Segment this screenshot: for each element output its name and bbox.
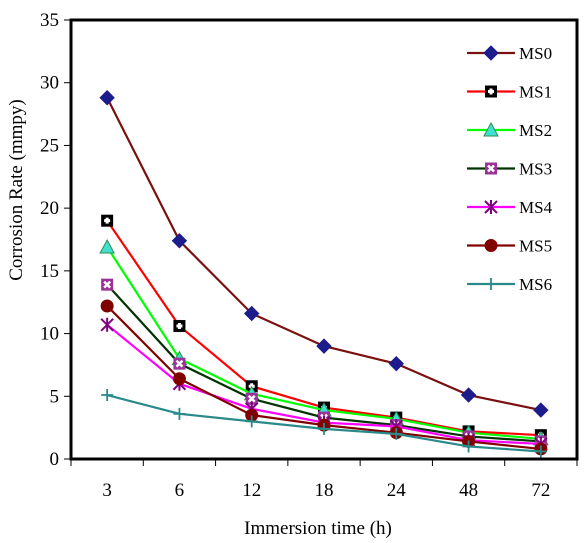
y-tick-label: 25 (40, 135, 59, 156)
legend-marker (483, 121, 499, 137)
data-point (100, 317, 114, 332)
series-ms6 (101, 389, 547, 458)
legend-marker (484, 239, 498, 252)
legend-item-ms2: MS2 (467, 121, 552, 140)
series-ms0 (99, 90, 549, 418)
data-point (100, 299, 114, 313)
data-point (244, 305, 260, 322)
data-point (99, 238, 115, 254)
data-point (101, 389, 114, 402)
legend-item-ms3: MS3 (467, 160, 552, 179)
y-tick-label: 15 (40, 261, 59, 282)
data-point (245, 415, 258, 428)
data-point (99, 90, 115, 106)
data-point (172, 372, 186, 386)
data-point (245, 408, 259, 422)
x-tick-label: 3 (102, 480, 112, 501)
data-point (173, 407, 186, 420)
legend-label: MS5 (519, 237, 552, 256)
data-point (101, 278, 114, 291)
legend-marker (483, 45, 499, 61)
x-tick-label: 6 (175, 480, 185, 501)
x-tick-label: 12 (242, 480, 261, 501)
data-point (316, 338, 332, 354)
y-tick-label: 20 (40, 198, 59, 219)
legend-item-ms4: MS4 (467, 198, 553, 217)
y-axis-title: Corrosion Rate (mmpy) (6, 99, 27, 281)
x-tick-label: 72 (531, 480, 550, 501)
legend: MS0 MS1 MS2 MS3 MS4 MS5 MS6 (467, 44, 553, 294)
legend-label: MS1 (519, 83, 552, 102)
legend-label: MS4 (519, 198, 553, 217)
x-tick-label: 48 (459, 480, 478, 501)
legend-marker (484, 200, 498, 214)
y-tick-label: 30 (40, 73, 59, 94)
y-tick-label: 5 (50, 386, 60, 407)
legend-marker (485, 278, 497, 290)
series-line (106, 97, 542, 412)
data-point (173, 357, 186, 370)
legend-item-ms5: MS5 (467, 237, 552, 256)
axes: 0 5 10 15 20 25 30 35 3 6 12 18 24 48 72 (40, 10, 579, 501)
legend-item-ms1: MS1 (467, 83, 552, 102)
x-axis-title: Immersion time (h) (244, 518, 392, 539)
data-point (171, 233, 188, 249)
x-tick-label: 18 (315, 480, 334, 501)
plot-frame (69, 18, 579, 461)
data-point (318, 422, 330, 435)
data-point (390, 427, 403, 440)
data-point (460, 387, 477, 403)
legend-label: MS2 (519, 121, 552, 140)
legend-label: MS3 (519, 160, 552, 179)
data-point (173, 320, 186, 333)
data-point (101, 214, 114, 227)
x-tick-label: 24 (387, 480, 407, 501)
data-point (388, 355, 404, 372)
data-point (462, 440, 475, 453)
data-point (533, 402, 549, 418)
legend-label: MS0 (519, 44, 552, 63)
data-point (534, 445, 547, 458)
legend-marker (485, 162, 497, 175)
y-tick-label: 10 (40, 324, 59, 345)
data-point (245, 392, 258, 405)
y-tick-label: 35 (40, 10, 59, 31)
legend-item-ms6: MS6 (467, 275, 552, 294)
legend-label: MS6 (519, 275, 552, 294)
y-tick-label: 0 (50, 449, 60, 470)
legend-item-ms0: MS0 (467, 44, 552, 63)
legend-marker (485, 85, 497, 98)
series-group (99, 90, 549, 458)
